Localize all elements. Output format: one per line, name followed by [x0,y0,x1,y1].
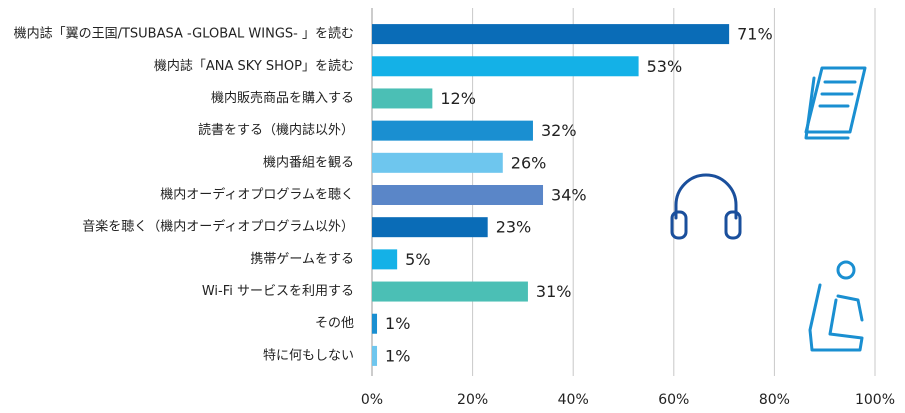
value-label: 1% [385,346,410,365]
headphones-icon [670,173,742,240]
value-label: 53% [647,57,683,76]
category-label: 機内番組を観る [263,154,354,170]
bar [372,217,488,238]
bar [372,152,503,173]
bar [372,88,433,109]
category-label: 機内誌「翼の王国/TSUBASA -GLOBAL WINGS- 」を読む [14,26,354,42]
category-label: 機内誌「ANA SKY SHOP」を読む [154,58,354,74]
value-label: 31% [536,282,572,301]
x-tick-label: 0% [361,392,383,408]
x-tick-label: 100% [855,392,895,408]
category-label: 機内販売商品を購入する [211,90,354,106]
value-label: 71% [737,25,773,44]
category-label: 特に何もしない [263,347,354,363]
value-label: 23% [496,218,532,237]
x-tick-label: 40% [558,392,589,408]
category-label: その他 [315,316,354,331]
x-tick-label: 60% [658,392,689,408]
bar [372,185,544,205]
seat-icon [808,260,864,352]
value-label: 34% [551,186,587,205]
bar [372,56,639,77]
value-label: 12% [440,89,476,108]
category-label: 機内オーディオプログラムを聴く [160,187,354,203]
category-label: 音楽を聴く（機内オーディオプログラム以外） [82,219,354,235]
bar [372,24,730,45]
bar [372,313,378,334]
bar [372,120,533,141]
value-label: 26% [511,153,547,172]
icons [670,66,867,352]
x-tick-label: 80% [759,392,790,408]
bar [372,281,528,302]
value-label: 1% [385,314,410,333]
bar [372,345,378,366]
category-label: 読書をする（機内誌以外） [198,122,354,138]
value-label: 32% [541,121,577,140]
bar [372,249,398,270]
category-label: Wi-Fi サービスを利用する [202,284,354,299]
x-tick-label: 20% [457,392,488,408]
value-label: 5% [405,250,430,269]
category-label: 携帯ゲームをする [250,251,354,267]
book-icon [804,66,867,140]
